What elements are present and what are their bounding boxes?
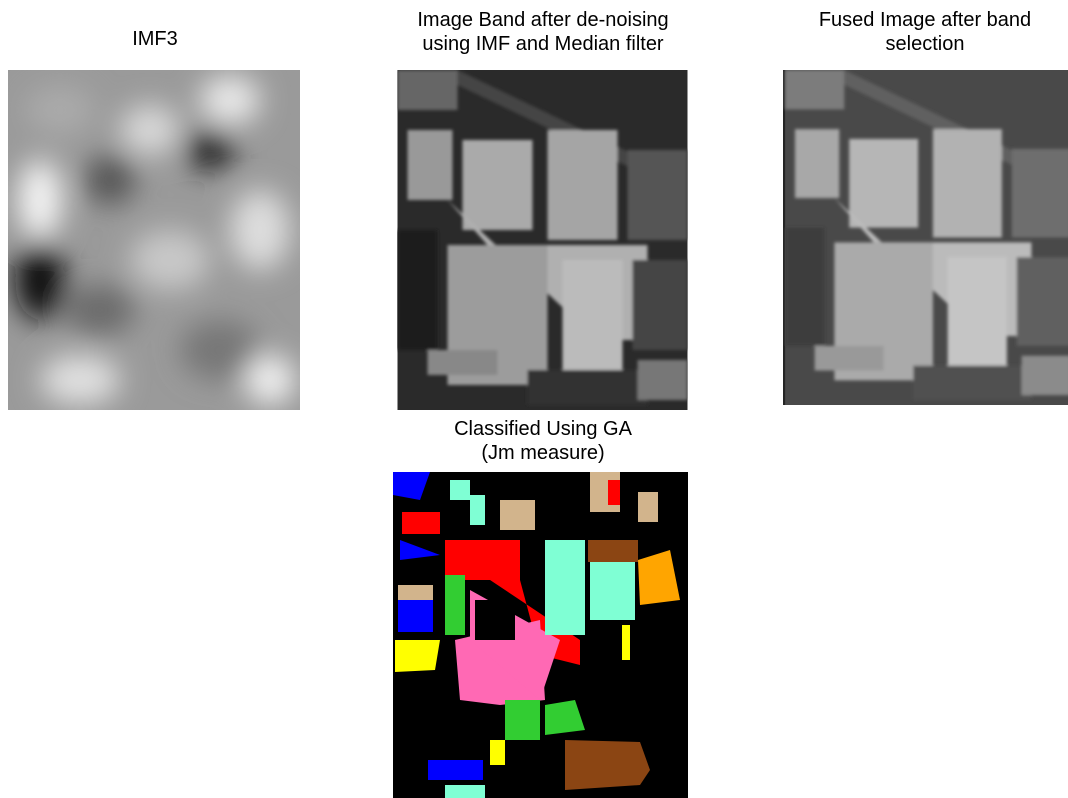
imf3-image [8, 70, 300, 410]
panel-title: Fused Image after band [819, 9, 1031, 31]
panel-title: Classified Using GA [454, 418, 633, 440]
panel-title: IMF3 [132, 28, 178, 50]
classified-image [393, 472, 688, 798]
panel-title: Image Band after de-noising [417, 9, 668, 31]
panel-title: (Jm measure) [481, 442, 604, 464]
panel-title: selection [886, 33, 965, 55]
figure-page: IMF3 Image Band after de-noising using I… [0, 0, 1068, 798]
figure: IMF3 Image Band after de-noising using I… [0, 0, 1068, 798]
fused-image [783, 70, 1068, 405]
panel-title: using IMF and Median filter [422, 33, 664, 55]
denoised-image [398, 70, 688, 410]
